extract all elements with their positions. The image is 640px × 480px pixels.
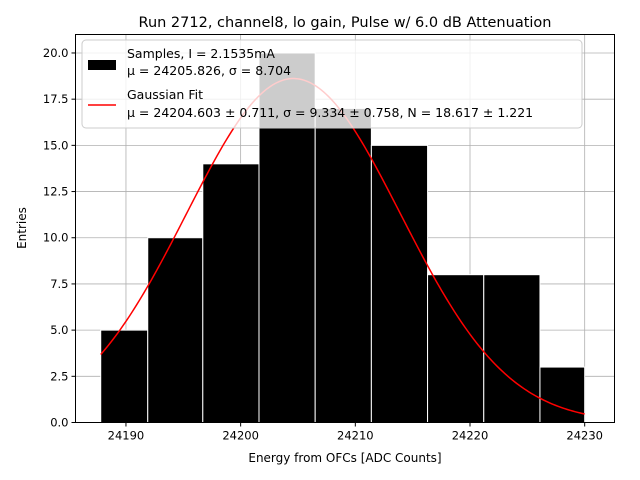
x-tick-label: 24230 [566,429,603,443]
y-tick-label: 10.0 [43,231,69,245]
plot-frame [75,34,615,423]
histogram-bar [539,366,586,424]
y-tick-label: 7.5 [50,277,68,291]
y-axis: 0.0 2.5 5.0 7.5 10.0 12.5 15.0 17.5 20.0 [43,46,76,430]
y-tick-label: 20.0 [43,46,69,60]
y-tick-label: 15.0 [43,138,69,152]
y-axis-label: Entries [15,207,29,249]
y-tick-label: 12.5 [43,185,69,199]
legend: Samples, I = 2.1535mA μ = 24205.826, σ =… [81,39,583,129]
x-tick-label: 24210 [337,429,374,443]
x-axis: 24190 24200 24210 24220 24230 [108,422,603,443]
legend-stats-fit: μ = 24204.603 ± 0.711, σ = 9.334 ± 0.758… [127,105,533,120]
histogram-bar [427,274,485,424]
legend-swatch-samples [88,60,116,70]
legend-box [81,39,583,129]
x-tick-label: 24200 [222,429,259,443]
histogram-bar [100,329,149,423]
legend-label-samples: Samples, I = 2.1535mA [127,46,275,61]
histogram-bar [370,144,429,423]
x-tick-label: 24190 [108,429,145,443]
y-tick-label: 17.5 [43,92,69,106]
histogram-bar [314,107,372,424]
legend-label-fit: Gaussian Fit [127,87,203,102]
chart-title: Run 2712, channel8, lo gain, Pulse w/ 6.… [139,15,552,31]
histogram-bar [483,274,541,424]
histogram-bar [147,237,204,423]
x-tick-label: 24220 [452,429,489,443]
y-tick-label: 5.0 [50,323,68,337]
x-axis-label: Energy from OFCs [ADC Counts] [248,451,441,465]
histogram-bar [202,163,260,423]
legend-stats-samples: μ = 24205.826, σ = 8.704 [127,63,291,78]
y-tick-label: 0.0 [50,416,68,430]
y-tick-label: 2.5 [50,369,68,383]
